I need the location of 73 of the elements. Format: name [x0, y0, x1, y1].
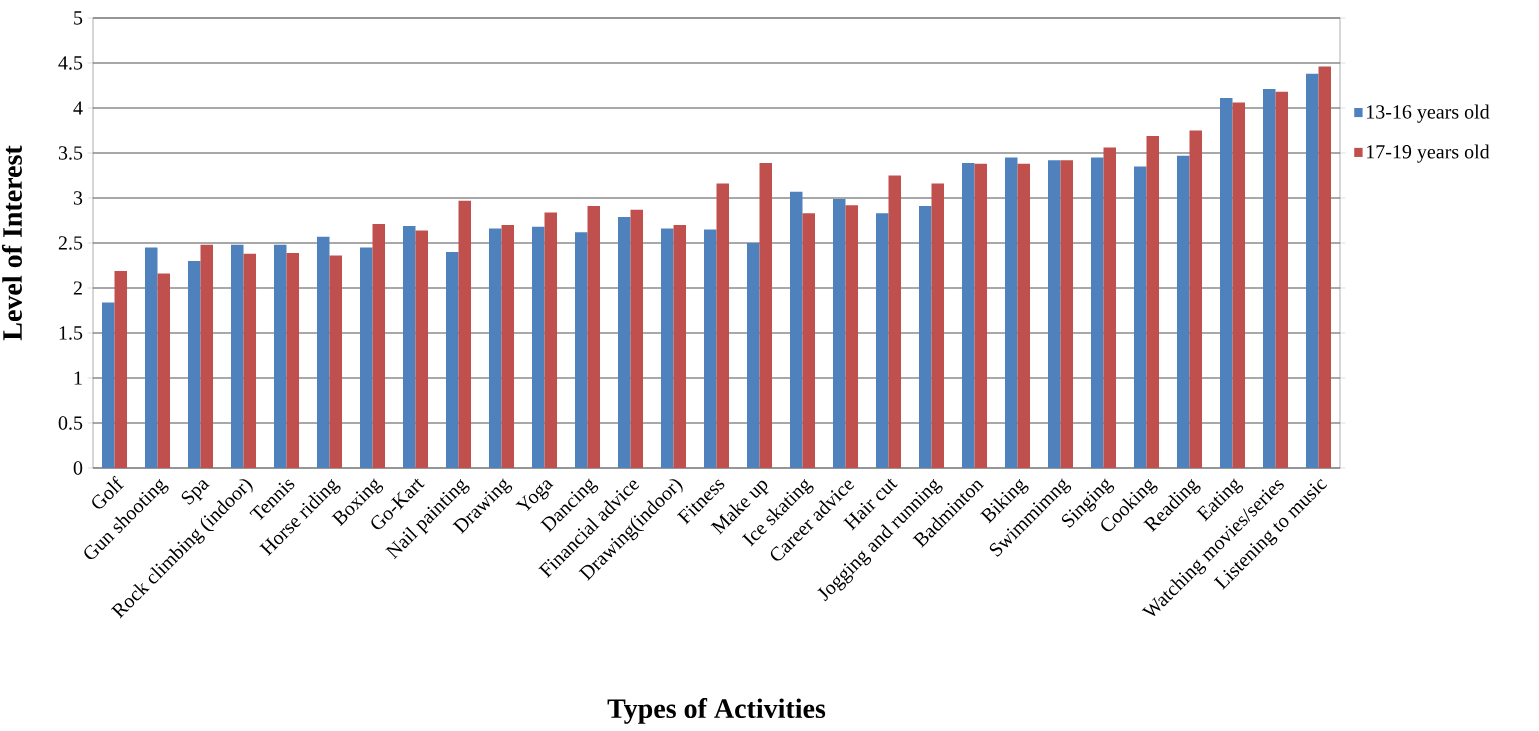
bar: [501, 224, 515, 468]
legend-label: 17-19 years old: [1367, 144, 1490, 163]
bar: [1091, 157, 1104, 468]
bar: [317, 236, 330, 468]
bar: [1176, 155, 1190, 468]
bar: [243, 253, 257, 468]
bar: [1146, 135, 1160, 468]
y-tick-label: 1: [74, 371, 82, 385]
bar: [618, 216, 631, 468]
bar: [1318, 66, 1332, 468]
bar: [876, 213, 889, 468]
bar: [1232, 102, 1246, 468]
bar: [1017, 163, 1031, 468]
bar: [931, 183, 945, 468]
bar: [661, 228, 674, 468]
bar: [704, 229, 717, 468]
y-tick-label: 4: [73, 101, 83, 115]
bar: [1189, 130, 1203, 468]
bar: [286, 252, 300, 468]
bar: [1262, 89, 1276, 468]
bar: [1275, 91, 1289, 468]
bar: [188, 261, 201, 468]
bar: [630, 209, 644, 468]
bar: [747, 242, 760, 468]
legend-label: 13-16 years old: [1367, 104, 1490, 123]
bar: [544, 212, 558, 468]
y-tick-label: 0.5: [58, 416, 83, 430]
y-tick-label: 4.5: [58, 56, 83, 70]
bar: [1305, 73, 1319, 468]
bar: [329, 255, 343, 468]
y-tick-label: 0: [73, 461, 83, 475]
y-axis-title: Level of Interest: [1, 145, 22, 341]
bar: [415, 230, 429, 468]
bar: [145, 247, 158, 468]
bar: [372, 224, 386, 468]
bar: [102, 302, 115, 468]
bar: [231, 244, 244, 468]
bar: [1060, 160, 1074, 468]
bar: [919, 206, 932, 468]
bar: [489, 228, 502, 468]
bar: [587, 206, 601, 468]
bar: [974, 163, 988, 468]
y-tick-label: 3: [73, 191, 83, 205]
x-axis-title: Types of Activities: [607, 698, 826, 724]
bar: [114, 270, 128, 468]
bar: [157, 273, 171, 468]
bar: [1103, 147, 1117, 468]
bar: [673, 224, 687, 468]
y-tick-label: 1.5: [59, 326, 83, 340]
y-tick-label: 5: [74, 11, 83, 25]
bar: [802, 213, 816, 468]
bar: [200, 244, 214, 468]
bar: [716, 183, 730, 468]
bar: [759, 162, 773, 468]
bar: [1004, 157, 1018, 468]
bar: [845, 205, 859, 468]
y-tick-label: 2: [73, 281, 82, 295]
bar: [458, 200, 472, 468]
y-tick-label: 3.5: [58, 146, 83, 160]
bar: [888, 175, 902, 468]
bar: [1220, 98, 1233, 468]
bar: [962, 162, 975, 468]
bar: [1048, 160, 1061, 468]
bar: [1133, 166, 1147, 468]
bar: [403, 225, 416, 468]
bar: [532, 226, 545, 468]
bar: [360, 247, 373, 468]
bar: [833, 198, 846, 468]
bar: [446, 251, 459, 468]
bar: [790, 191, 803, 468]
bar: [575, 232, 588, 468]
bar: [274, 244, 287, 468]
y-tick-label: 2.5: [58, 236, 83, 250]
